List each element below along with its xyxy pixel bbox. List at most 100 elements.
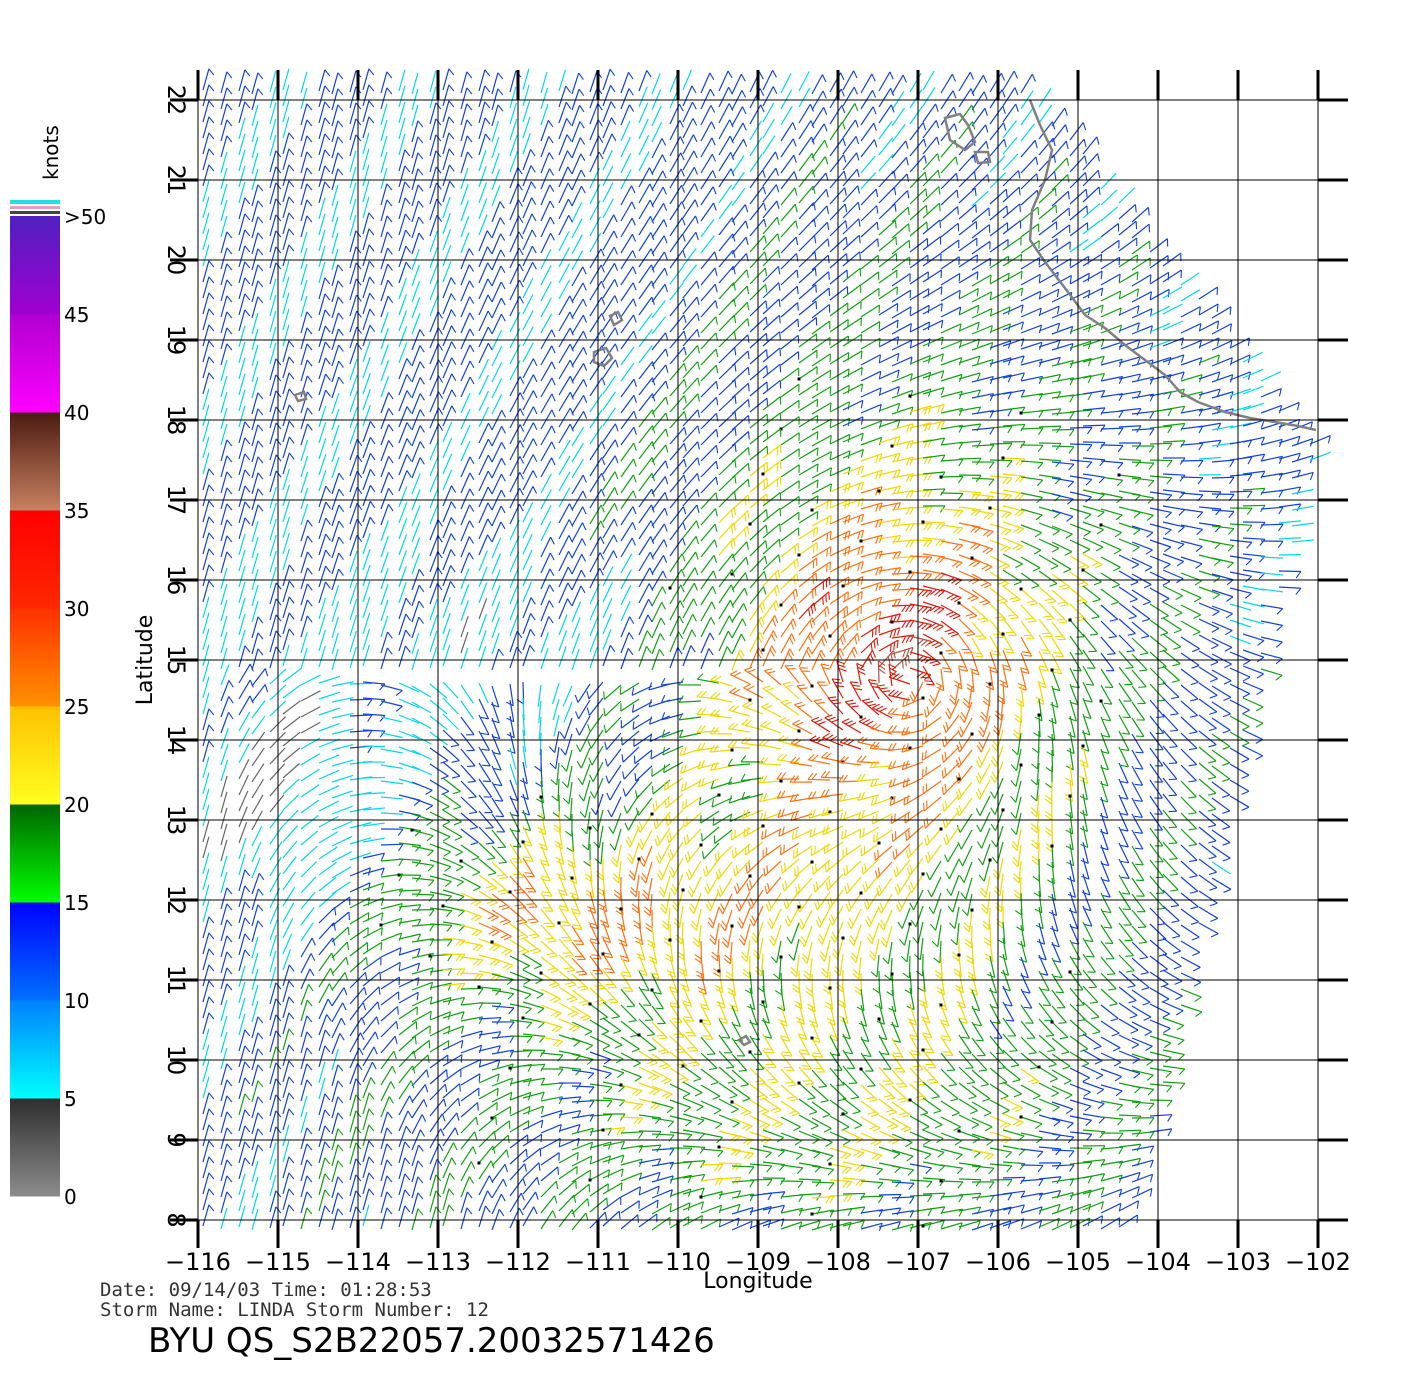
wind-vector <box>922 286 943 299</box>
wind-vector <box>442 116 455 139</box>
wind-vector <box>829 302 849 317</box>
wind-vector <box>731 350 750 367</box>
wind-vector <box>634 765 653 782</box>
wind-vector <box>478 746 491 767</box>
wind-vector <box>762 396 782 411</box>
wind-vector <box>1229 651 1251 666</box>
wind-vector <box>842 513 865 524</box>
wind-vector <box>300 215 313 238</box>
wind-vector <box>758 775 783 784</box>
wind-vector <box>602 1033 623 1049</box>
wind-vector <box>922 617 944 632</box>
wind-vector <box>202 516 215 539</box>
wind-vector <box>522 149 536 171</box>
wind-vector <box>1149 779 1163 799</box>
wind-vector <box>602 1182 623 1195</box>
wind-vector <box>1069 459 1093 469</box>
wind-vector <box>741 718 764 731</box>
wind-vector <box>1131 957 1149 975</box>
wind-vector <box>620 346 635 366</box>
wind-vector <box>1149 715 1165 735</box>
wind-vector <box>251 200 264 223</box>
wind-vector <box>700 492 718 510</box>
wind-vector <box>460 844 480 861</box>
wind-vector <box>220 247 233 270</box>
wind-vector <box>238 117 246 140</box>
wind-vector <box>891 373 913 383</box>
wind-vector <box>811 635 828 655</box>
wind-vector <box>989 1131 1012 1144</box>
wind-vector <box>202 468 215 491</box>
wind-vector <box>1051 157 1070 175</box>
wind-vector <box>989 587 1008 605</box>
wind-vector <box>509 1077 532 1087</box>
wind-vector <box>1118 1050 1140 1064</box>
map-panel: −116 −115 −114 −113 −112 −111 −110 −109 −108 −107… <box>133 68 1351 1294</box>
wind-vector <box>522 1119 544 1131</box>
wind-vector <box>1198 303 1219 316</box>
wind-vector <box>682 613 697 635</box>
wind-vector <box>638 441 656 460</box>
wind-vector <box>1038 254 1059 268</box>
wind-vector <box>300 503 309 526</box>
wind-vector <box>888 778 911 788</box>
wind-vector <box>607 796 622 818</box>
wind-vector <box>1069 323 1092 333</box>
wind-vector <box>202 148 215 171</box>
wind-vector <box>842 646 858 667</box>
wind-vector <box>891 273 911 287</box>
wind-vector <box>1278 586 1302 595</box>
wind-vector <box>682 248 697 267</box>
wind-vector <box>1162 761 1178 781</box>
wind-vector <box>478 486 493 508</box>
wind-vector <box>780 220 798 238</box>
wind-vector <box>909 405 932 415</box>
wind-vector <box>989 357 1012 366</box>
wind-vector <box>411 457 425 479</box>
wind-vector <box>823 841 844 855</box>
wind-vector <box>829 105 846 125</box>
wind-vector <box>1242 436 1265 445</box>
wind-vector <box>808 753 831 765</box>
wind-vector <box>700 476 719 494</box>
wind-vector <box>878 1162 901 1174</box>
wind-vector <box>971 509 995 520</box>
wind-vector <box>398 326 408 348</box>
wind-vector <box>1198 506 1222 516</box>
wind-vector <box>1065 747 1074 771</box>
wind-vector <box>238 597 246 620</box>
wind-vector <box>282 420 295 443</box>
wind-vector <box>349 1063 363 1085</box>
wind-vector <box>1065 827 1074 851</box>
wind-vector <box>1051 1037 1070 1055</box>
wind-vector <box>940 357 963 366</box>
wind-vector <box>460 328 475 350</box>
wind-vector <box>1118 586 1138 603</box>
wind-vector <box>411 184 424 207</box>
wind-vector <box>220 471 233 494</box>
wind-vector <box>682 1215 703 1227</box>
wind-vector <box>811 546 832 559</box>
wind-vector <box>522 533 533 555</box>
wind-vector <box>362 776 386 779</box>
wind-vector <box>562 781 573 805</box>
wind-vector <box>891 74 907 95</box>
wind-vector <box>638 248 655 268</box>
wind-vector <box>460 1002 484 1010</box>
wind-vector <box>844 876 862 895</box>
wind-vector <box>509 279 524 301</box>
wind-vector <box>922 319 944 331</box>
wind-vector <box>1149 571 1171 586</box>
wind-vector <box>1291 455 1314 464</box>
wind-vector <box>602 502 619 523</box>
wind-vector <box>1038 554 1059 570</box>
wind-vector <box>589 313 606 333</box>
wind-vector <box>478 566 488 588</box>
wind-vector <box>269 502 277 525</box>
wind-vector <box>718 347 737 364</box>
wind-vector <box>251 392 264 415</box>
wind-vector <box>638 280 655 300</box>
wind-vector <box>1069 987 1085 1006</box>
wind-vector <box>994 697 1004 721</box>
wind-vector <box>300 768 320 782</box>
